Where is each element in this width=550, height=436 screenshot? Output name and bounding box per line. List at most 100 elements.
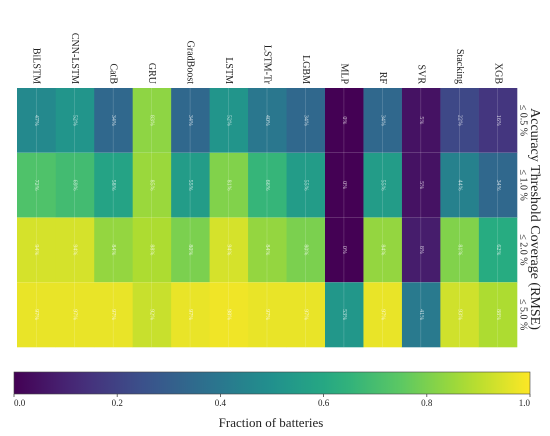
cell-value-label: 94% xyxy=(33,244,39,255)
heatmap-cells: 16% 34% 62% 88% 22% 44% 81% 93% 5% 5% 8% 41% 34% 55% 8… xyxy=(17,88,518,348)
cell-value-label: 34% xyxy=(187,115,193,126)
cell-value-label: 88% xyxy=(495,309,501,320)
model-label: BiLSTM xyxy=(31,48,42,84)
heatmap-cell xyxy=(170,88,210,154)
heatmap-cell xyxy=(132,217,172,283)
heatmap-cell xyxy=(209,152,249,218)
cell-value-label: 34% xyxy=(379,115,385,126)
cell-value-label: 52% xyxy=(226,115,232,126)
heatmap-cell xyxy=(363,217,402,283)
heatmap-cell xyxy=(247,152,287,218)
cell-value-label: 94% xyxy=(72,244,78,255)
colorbar-tick-label: 0.0 xyxy=(14,398,26,408)
heatmap-cell xyxy=(286,152,325,218)
cell-value-label: 53% xyxy=(341,309,347,320)
colorbar-tick-label: 0.4 xyxy=(215,398,227,408)
model-label: XGB xyxy=(492,63,503,84)
heatmap-cell xyxy=(324,152,364,218)
model-label: RF xyxy=(377,72,388,85)
heatmap-cell xyxy=(247,88,287,154)
heatmap-cell xyxy=(55,152,95,218)
heatmap-cell xyxy=(401,88,441,154)
cell-value-label: 5% xyxy=(418,116,424,124)
cell-value-label: 83% xyxy=(149,115,155,126)
heatmap-cell xyxy=(286,217,325,283)
heatmap-cell xyxy=(93,282,133,348)
cell-value-label: 97% xyxy=(72,309,78,320)
heatmap-cell xyxy=(170,217,210,283)
heatmap-cell xyxy=(209,217,249,283)
chart-title: Accuracy Threshold Coverage (RMSE) xyxy=(527,108,542,330)
heatmap-cell xyxy=(324,217,364,283)
heatmap-cell xyxy=(324,282,364,348)
cell-value-label: 34% xyxy=(110,115,116,126)
heatmap-cell xyxy=(363,88,402,154)
cell-value-label: 34% xyxy=(495,180,501,191)
model-label: SVR xyxy=(415,65,426,85)
model-labels: XGB Stacking SVR RF MLP LGBM LSTM-Tr LSTM GradBo… xyxy=(31,33,504,85)
heatmap-cell xyxy=(209,282,249,348)
cell-value-label: 80% xyxy=(302,244,308,255)
heatmap-cell xyxy=(93,217,133,283)
heatmap-cell xyxy=(478,282,518,348)
threshold-label: ≤ 2.0 % xyxy=(518,234,529,265)
heatmap-cell xyxy=(17,282,56,348)
heatmap-cell xyxy=(170,282,210,348)
colorbar-tick-label: 1.0 xyxy=(519,398,531,408)
heatmap-cell xyxy=(324,88,364,154)
cell-value-label: 97% xyxy=(302,309,308,320)
heatmap-cell xyxy=(132,152,172,218)
heatmap-cell xyxy=(55,88,95,154)
cell-value-label: 55% xyxy=(187,180,193,191)
threshold-labels: ≤ 0.5 % ≤ 1.0 % ≤ 2.0 % ≤ 5.0 % xyxy=(518,105,529,331)
heatmap-cell xyxy=(440,217,479,283)
cell-value-label: 34% xyxy=(302,115,308,126)
cell-value-label: 44% xyxy=(456,180,462,191)
cell-value-label: 52% xyxy=(72,115,78,126)
cell-value-label: 85% xyxy=(149,180,155,191)
heatmap-cell xyxy=(478,152,518,218)
cell-value-label: 97% xyxy=(379,309,385,320)
heatmap-cell xyxy=(17,88,56,154)
model-label: CNN-LSTM xyxy=(69,33,80,84)
cell-value-label: 55% xyxy=(302,180,308,191)
heatmap-cell xyxy=(247,217,287,283)
threshold-label: ≤ 5.0 % xyxy=(518,299,529,330)
model-label: CatB xyxy=(108,63,119,84)
cell-value-label: 88% xyxy=(149,244,155,255)
cell-value-label: 0% xyxy=(341,246,347,254)
cell-value-label: 22% xyxy=(456,115,462,126)
heatmap-cell xyxy=(55,217,95,283)
cell-value-label: 16% xyxy=(495,115,501,126)
threshold-label: ≤ 1.0 % xyxy=(518,169,529,200)
colorbar-tick-label: 0.6 xyxy=(318,398,330,408)
heatmap-cell xyxy=(209,88,249,154)
cell-value-label: 72% xyxy=(33,180,39,191)
colorbar-label: Fraction of batteries xyxy=(219,415,324,430)
heatmap-cell xyxy=(170,152,210,218)
heatmap-cell xyxy=(440,88,479,154)
colorbar: 0.0 0.2 0.4 0.6 0.8 1.0 xyxy=(13,371,531,408)
cell-value-label: 0% xyxy=(341,116,347,124)
heatmap-cell xyxy=(132,282,172,348)
heatmap-cell xyxy=(363,282,402,348)
cell-value-label: 84% xyxy=(264,244,270,255)
heatmap-cell xyxy=(286,282,325,348)
heatmap-cell xyxy=(247,282,287,348)
heatmap-cell xyxy=(440,282,479,348)
heatmap-cell xyxy=(478,217,518,283)
heatmap-cell xyxy=(286,88,325,154)
cell-value-label: 92% xyxy=(149,309,155,320)
model-label: LGBM xyxy=(300,55,311,84)
colorbar-gradient xyxy=(13,371,531,395)
cell-value-label: 55% xyxy=(379,180,385,191)
cell-value-label: 81% xyxy=(226,180,232,191)
cell-value-label: 5% xyxy=(418,181,424,189)
cell-value-label: 80% xyxy=(187,244,193,255)
heatmap-cell xyxy=(478,88,518,154)
heatmap-cell xyxy=(55,282,95,348)
cell-value-label: 97% xyxy=(110,309,116,320)
model-label: Stacking xyxy=(454,49,465,84)
colorbar-tick-label: 0.8 xyxy=(421,398,433,408)
